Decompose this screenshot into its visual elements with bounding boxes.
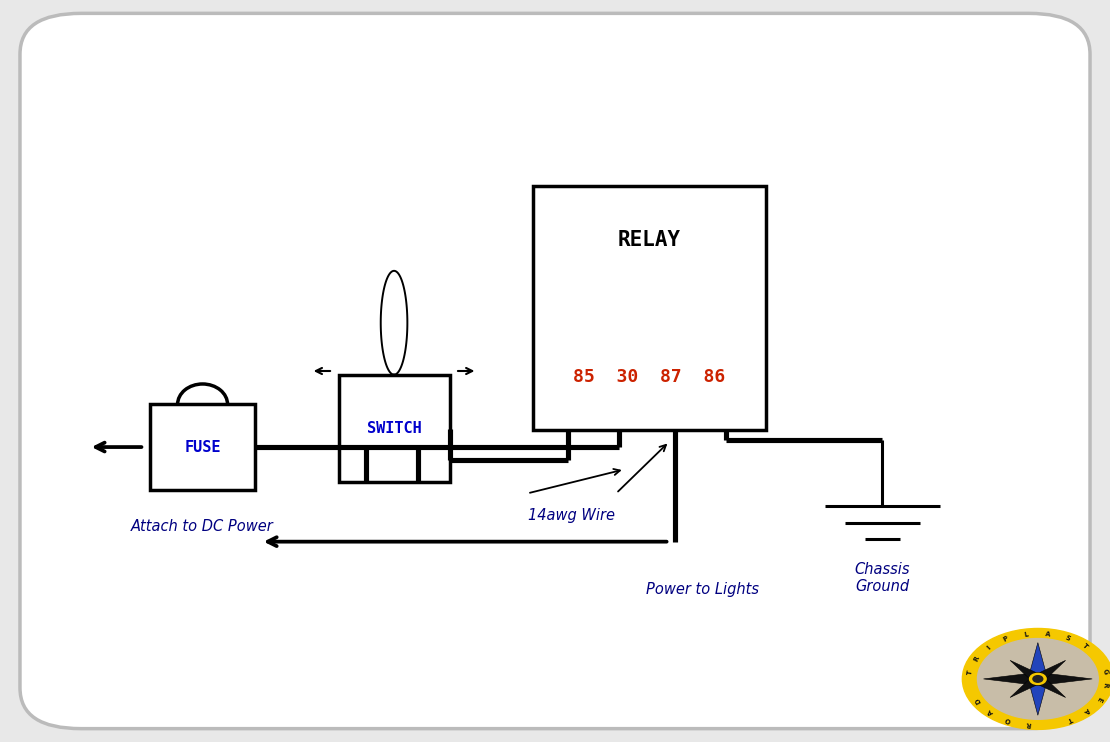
Text: FUSE: FUSE (184, 439, 221, 455)
Text: R: R (1026, 720, 1031, 727)
Polygon shape (1010, 676, 1042, 697)
Circle shape (1033, 676, 1042, 682)
Circle shape (962, 628, 1110, 729)
Text: T: T (1081, 643, 1089, 650)
Polygon shape (1033, 676, 1066, 697)
FancyBboxPatch shape (150, 404, 255, 490)
Polygon shape (1033, 660, 1066, 682)
Text: T: T (1067, 715, 1073, 723)
Polygon shape (1038, 672, 1092, 686)
Text: S: S (1064, 634, 1071, 642)
Text: P: P (1002, 635, 1009, 643)
Polygon shape (1010, 660, 1042, 682)
Text: I: I (986, 644, 992, 651)
Text: E: E (1096, 695, 1102, 702)
FancyBboxPatch shape (20, 13, 1090, 729)
Text: RELAY: RELAY (618, 230, 680, 250)
Text: Attach to DC Power: Attach to DC Power (131, 519, 274, 534)
Text: 14awg Wire: 14awg Wire (528, 508, 615, 523)
Polygon shape (1028, 679, 1048, 715)
Text: SWITCH: SWITCH (366, 421, 422, 436)
Text: G: G (1101, 668, 1108, 674)
Circle shape (1030, 674, 1046, 684)
Text: R: R (973, 655, 980, 663)
Text: Chassis
Ground: Chassis Ground (855, 562, 910, 594)
FancyBboxPatch shape (533, 186, 766, 430)
Text: T: T (967, 670, 973, 675)
Text: A: A (1045, 631, 1050, 637)
Text: R: R (1102, 683, 1109, 688)
Polygon shape (983, 672, 1038, 686)
Text: 85  30  87  86: 85 30 87 86 (573, 368, 726, 386)
Polygon shape (1028, 643, 1048, 679)
Text: A: A (1082, 706, 1091, 715)
Text: Power to Lights: Power to Lights (646, 582, 759, 597)
Text: A: A (987, 708, 995, 715)
Text: L: L (1023, 631, 1029, 637)
FancyBboxPatch shape (339, 375, 450, 482)
Text: D: D (973, 697, 982, 704)
Circle shape (978, 639, 1098, 719)
Text: O: O (1005, 716, 1012, 723)
